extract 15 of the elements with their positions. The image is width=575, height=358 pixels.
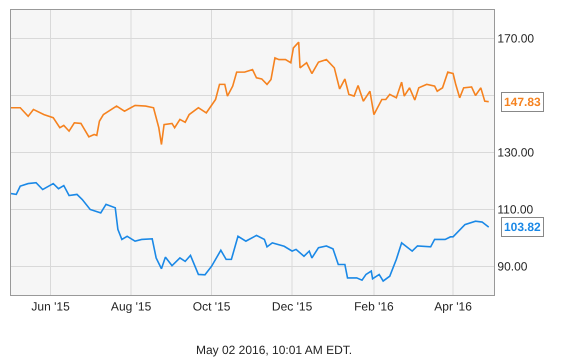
line-series [11,41,490,146]
x-tick-label: Feb '16 [354,299,394,314]
x-tick-label: Dec '15 [272,299,313,314]
x-tick-label: Aug '15 [110,299,152,314]
y-tick-label: 130.00 [497,146,534,160]
x-tick-label: Oct '15 [192,299,231,314]
annotation: 103.82 [504,220,542,234]
x-tick-label: Apr '16 [434,299,472,314]
text: May 02 2016, 10:01 AM EDT. [196,343,352,357]
annotation: 147.83 [504,95,542,109]
x-tick-label: Jun '15 [31,299,70,314]
line-series [11,182,490,282]
y-tick-label: 170.00 [497,32,534,46]
y-tick-label: 110.00 [497,202,534,217]
y-tick-label: 90.00 [497,260,528,274]
